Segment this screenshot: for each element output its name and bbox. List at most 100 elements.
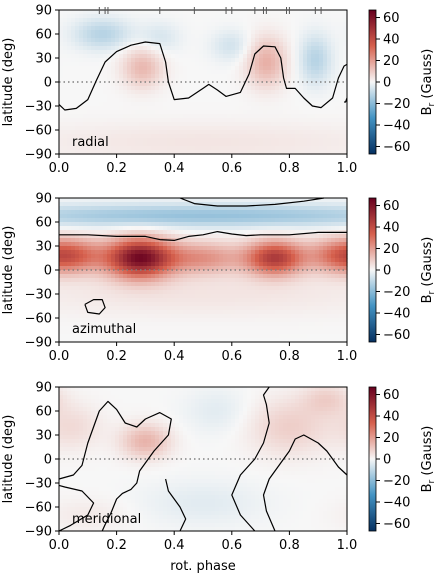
heat-cell-radial: [103, 126, 108, 131]
heat-cell-azimuthal: [307, 238, 312, 243]
heat-cell-azimuthal: [211, 226, 216, 231]
heat-cell-radial: [299, 54, 304, 59]
heat-cell-azimuthal: [131, 298, 136, 303]
heat-cell-azimuthal: [279, 226, 284, 231]
heat-cell-radial: [207, 26, 212, 31]
heat-cell-radial: [199, 102, 204, 107]
heat-cell-radial: [75, 114, 80, 119]
y-tick-label: 90: [35, 4, 52, 19]
heat-cell-radial: [223, 10, 228, 15]
heat-cell-azimuthal: [127, 326, 132, 331]
heat-cell-radial: [247, 150, 252, 155]
heat-cell-azimuthal: [119, 326, 124, 331]
heat-cell-azimuthal: [191, 214, 196, 219]
heat-cell-azimuthal: [131, 282, 136, 287]
heat-cell-radial: [167, 146, 172, 151]
heat-cell-azimuthal: [243, 206, 248, 211]
heat-cell-azimuthal: [235, 302, 240, 307]
heat-cell-azimuthal: [87, 230, 92, 235]
heat-cell-azimuthal: [139, 206, 144, 211]
heat-cell-radial: [343, 134, 348, 139]
heat-cell-azimuthal: [291, 230, 296, 235]
heat-cell-azimuthal: [211, 314, 216, 319]
heat-cell-azimuthal: [119, 258, 124, 263]
heat-cell-azimuthal: [131, 290, 136, 295]
heat-cell-azimuthal: [127, 230, 132, 235]
heat-cell-radial: [243, 90, 248, 95]
heat-cell-azimuthal: [155, 254, 160, 259]
heat-cell-radial: [251, 138, 256, 143]
heat-cell-radial: [159, 22, 164, 27]
heat-cell-azimuthal: [75, 274, 80, 279]
heat-cell-radial: [239, 50, 244, 55]
heat-cell-azimuthal: [187, 198, 192, 203]
heat-cell-azimuthal: [243, 218, 248, 223]
heat-cell-radial: [263, 126, 268, 131]
heat-cell-azimuthal: [127, 218, 132, 223]
heat-cell-azimuthal: [299, 262, 304, 267]
heat-cell-radial: [139, 66, 144, 71]
heat-cell-radial: [295, 38, 300, 43]
heat-cell-azimuthal: [151, 314, 156, 319]
heat-cell-azimuthal: [127, 202, 132, 207]
heat-cell-azimuthal: [251, 310, 256, 315]
heat-cell-azimuthal: [311, 238, 316, 243]
heat-cell-azimuthal: [311, 318, 316, 323]
heat-cell-radial: [119, 82, 124, 87]
heat-cell-radial: [67, 142, 72, 147]
heat-cell-azimuthal: [143, 250, 148, 255]
heat-cell-radial: [339, 146, 344, 151]
colorbar-tick-label: −60: [383, 140, 410, 155]
heat-cell-radial: [303, 26, 308, 31]
heat-cell-radial: [183, 58, 188, 63]
heat-cell-azimuthal: [259, 242, 264, 247]
heat-cell-radial: [155, 94, 160, 99]
heat-cell-radial: [247, 74, 252, 79]
heat-cell-radial: [127, 42, 132, 47]
heat-cell-radial: [71, 82, 76, 87]
heat-cell-azimuthal: [291, 206, 296, 211]
heat-cell-radial: [195, 50, 200, 55]
heat-cell-radial: [103, 110, 108, 115]
heat-cell-azimuthal: [259, 290, 264, 295]
heat-cell-radial: [223, 110, 228, 115]
heat-cell-radial: [323, 10, 328, 15]
heat-cell-azimuthal: [135, 310, 140, 315]
heat-cell-radial: [287, 106, 292, 111]
heat-cell-radial: [267, 94, 272, 99]
heat-cell-azimuthal: [175, 278, 180, 283]
heat-cell-azimuthal: [167, 314, 172, 319]
heat-cell-azimuthal: [247, 334, 252, 339]
heat-cell-azimuthal: [283, 338, 288, 343]
heat-cell-azimuthal: [215, 278, 220, 283]
heat-cell-azimuthal: [299, 258, 304, 263]
heat-cell-radial: [75, 50, 80, 55]
heat-cell-radial: [279, 82, 284, 87]
heat-cell-radial: [231, 134, 236, 139]
heat-cell-radial: [287, 150, 292, 155]
heat-cell-azimuthal: [215, 242, 220, 247]
heat-cell-azimuthal: [127, 226, 132, 231]
heat-cell-azimuthal: [299, 230, 304, 235]
heat-cell-radial: [139, 34, 144, 39]
heat-cell-radial: [267, 114, 272, 119]
heat-cell-azimuthal: [303, 242, 308, 247]
heat-cell-radial: [103, 90, 108, 95]
heat-cell-azimuthal: [83, 330, 88, 335]
heat-cell-radial: [75, 110, 80, 115]
heat-cell-azimuthal: [223, 234, 228, 239]
heat-cell-radial: [91, 126, 96, 131]
heat-cell-azimuthal: [75, 310, 80, 315]
heat-cell-azimuthal: [239, 254, 244, 259]
heat-cell-radial: [127, 26, 132, 31]
heat-cell-radial: [259, 98, 264, 103]
heat-cell-radial: [163, 118, 168, 123]
heat-cell-azimuthal: [311, 282, 316, 287]
heat-cell-azimuthal: [67, 302, 72, 307]
heat-cell-radial: [99, 58, 104, 63]
heat-cell-azimuthal: [263, 258, 268, 263]
heat-cell-azimuthal: [107, 266, 112, 271]
heat-cell-azimuthal: [303, 230, 308, 235]
heat-cell-azimuthal: [115, 254, 120, 259]
heat-cell-radial: [327, 74, 332, 79]
